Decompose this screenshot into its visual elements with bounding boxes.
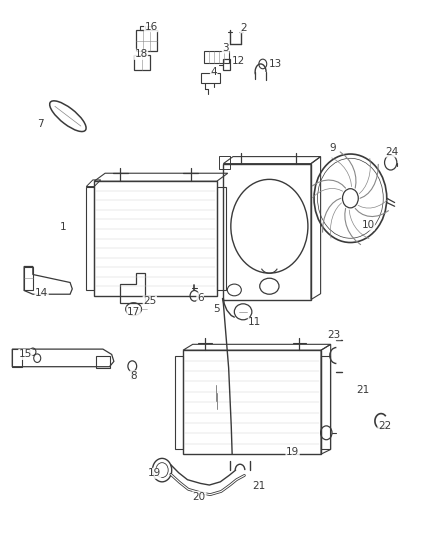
Text: 22: 22 (378, 422, 391, 431)
Bar (12, 349, 22, 367)
Bar (134, 55, 150, 70)
Text: 4: 4 (210, 67, 217, 77)
Text: 14: 14 (35, 288, 48, 298)
Text: 18: 18 (134, 50, 148, 59)
Text: 21: 21 (356, 385, 369, 395)
Text: 7: 7 (37, 119, 44, 128)
Bar (136, 30, 157, 51)
Bar (140, 26, 145, 30)
Text: 19: 19 (286, 447, 299, 457)
Text: 16: 16 (145, 22, 158, 31)
Text: 3: 3 (222, 43, 229, 53)
Text: 13: 13 (268, 59, 282, 69)
Bar (223, 59, 230, 70)
Text: 6: 6 (197, 293, 204, 303)
Text: 11: 11 (248, 318, 261, 327)
Text: 19: 19 (148, 469, 161, 478)
Text: 12: 12 (232, 56, 245, 66)
Text: 21: 21 (252, 481, 265, 491)
Bar (204, 51, 229, 63)
Bar (201, 73, 220, 83)
Text: 17: 17 (127, 307, 140, 317)
Text: 24: 24 (385, 147, 399, 157)
Text: 20: 20 (193, 492, 206, 502)
Text: 10: 10 (361, 220, 374, 230)
Text: 25: 25 (143, 296, 156, 306)
Text: 2: 2 (240, 23, 247, 33)
Text: 15: 15 (19, 350, 32, 359)
Text: 8: 8 (130, 371, 137, 381)
Text: 1: 1 (60, 222, 67, 231)
Bar (147, 26, 152, 30)
Text: 5: 5 (213, 304, 220, 314)
Text: 23: 23 (327, 330, 340, 340)
Bar (24, 266, 33, 290)
Text: 9: 9 (329, 143, 336, 153)
